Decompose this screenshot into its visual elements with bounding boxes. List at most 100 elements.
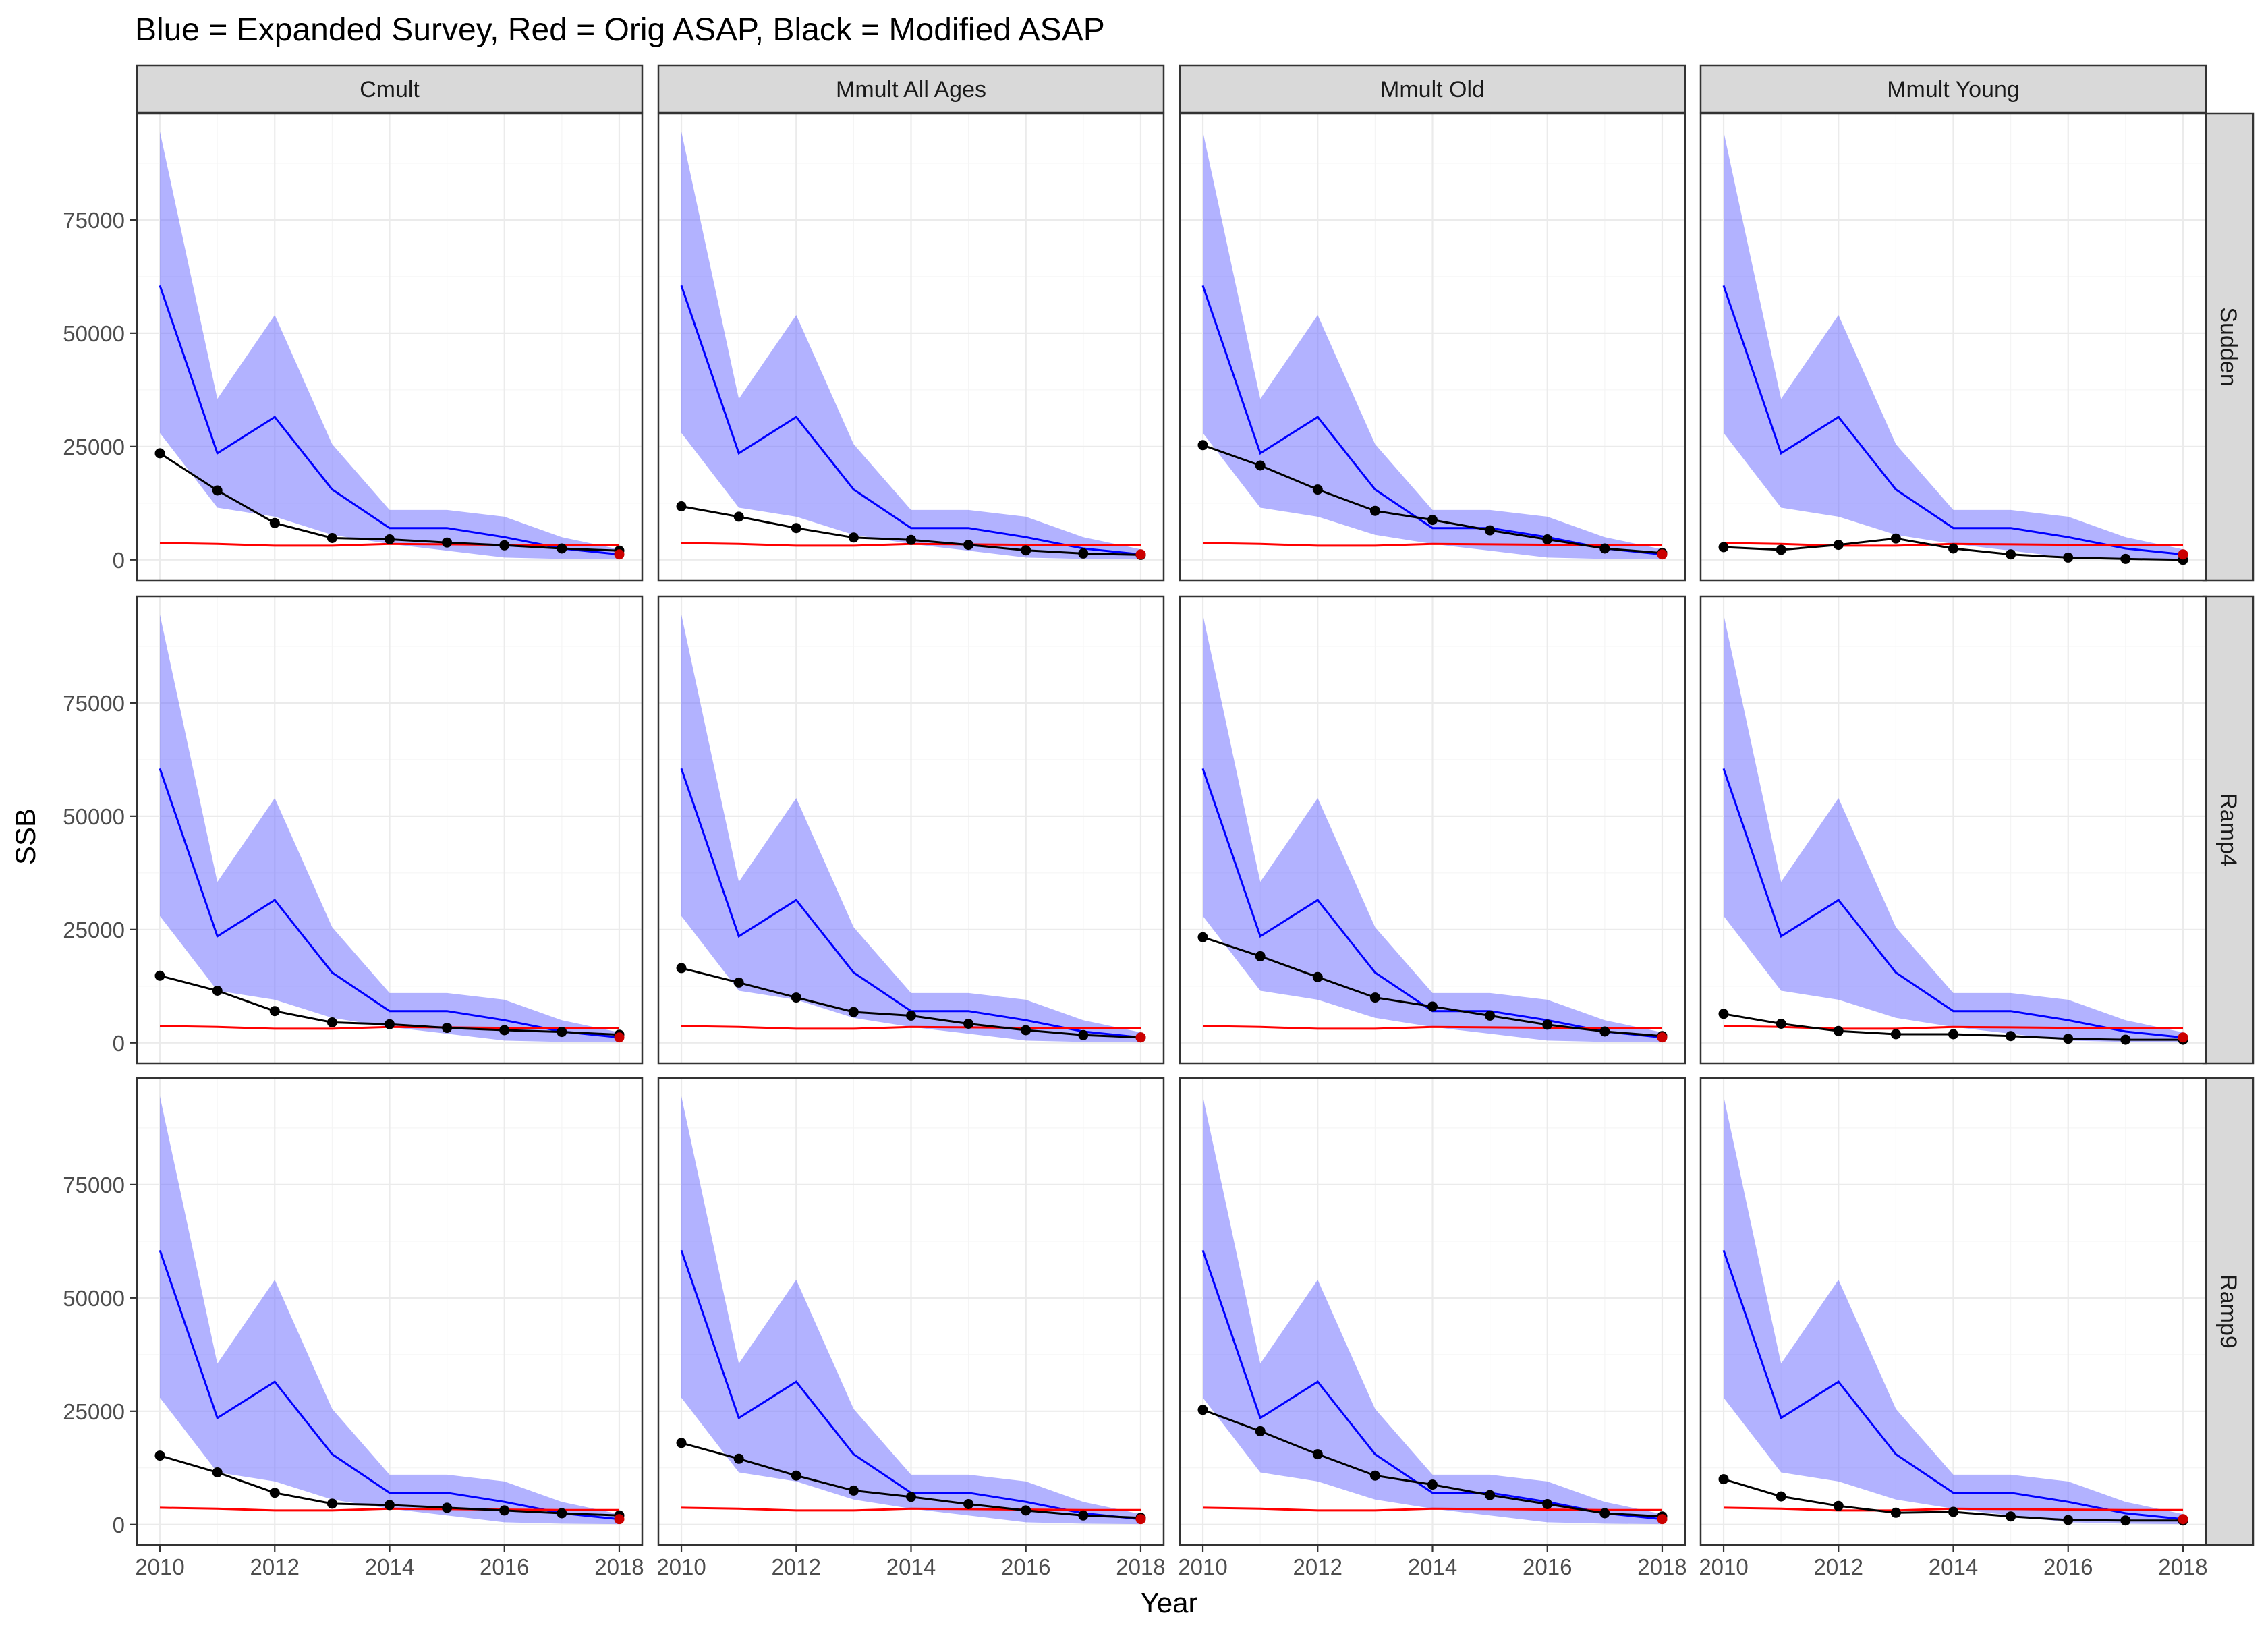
modified-asap-point [269,517,280,528]
modified-asap-point [733,977,744,988]
modified-asap-point [1369,1470,1380,1481]
modified-asap-point [327,533,337,543]
x-axis-title: Year [1141,1587,1198,1618]
modified-asap-point [1890,1029,1901,1040]
modified-asap-point [442,537,453,548]
modified-asap-point [1833,1025,1844,1036]
orig-asap-endpoint-point [1657,549,1668,560]
panel-ramp4-mmult-old [1179,595,1686,1065]
modified-asap-point [1021,545,1031,556]
modified-asap-point [1312,971,1323,982]
modified-asap-point [154,970,165,981]
expanded-survey-band [160,614,619,1043]
column-strip-label: Mmult Young [1887,77,2020,103]
y-tick-label: 0 [113,1031,125,1056]
panel-border [136,1077,644,1546]
panel-border [136,112,644,582]
modified-asap-point [1312,484,1323,495]
panel-border [1699,595,2207,1065]
column-strip-label: Cmult [360,77,420,103]
x-tick-label: 2012 [1293,1554,1342,1579]
y-tick-label: 75000 [63,691,125,716]
orig-asap-endpoint-point [1135,1514,1146,1525]
orig-asap-endpoint-point [614,1514,625,1525]
modified-asap-point [1255,1426,1266,1436]
panel-border [136,595,644,1065]
orig-asap-line [681,1025,1141,1030]
panel-ramp4-mmult-young [1699,595,2207,1065]
column-strip-mmult-young: Mmult Young [1699,64,2207,114]
expanded-survey-band [1724,1096,2183,1525]
panel-border [657,595,1165,1065]
modified-asap-point [676,501,687,511]
row-strip-label: Ramp9 [2215,1274,2241,1349]
panel-sudden-mmult-old [1179,112,1686,582]
modified-asap-point [499,1025,510,1036]
modified-asap-point [1890,533,1901,544]
panel-ramp9-mmult-all-ages [657,1077,1165,1546]
modified-asap-point [442,1502,453,1513]
modified-asap-point [1255,460,1266,471]
orig-asap-endpoint-point [614,549,625,560]
y-tick-label: 25000 [63,1399,125,1424]
orig-asap-endpoint-point [1135,1032,1146,1043]
panel-border [1699,1077,2207,1546]
modified-asap-point [269,1006,280,1017]
panel-border [1179,112,1686,582]
y-tick-label: 50000 [63,1286,125,1311]
panel-border [657,112,1165,582]
modified-asap-point [1833,540,1844,551]
orig-asap-endpoint-point [2178,1032,2188,1043]
modified-asap-point [1369,992,1380,1003]
modified-asap-point [1197,932,1208,942]
modified-asap-point [442,1023,453,1034]
panel-sudden-mmult-all-ages [657,112,1165,582]
modified-asap-point [385,1500,395,1511]
panel-border [1179,595,1686,1065]
orig-asap-endpoint-point [614,1032,625,1043]
y-tick-label: 0 [113,1513,125,1538]
panel-sudden-mmult-young [1699,112,2207,582]
column-strip-background [1179,64,1686,114]
modified-asap-point [1776,1491,1786,1502]
modified-asap-point [1485,525,1496,536]
modified-asap-point [963,1019,974,1029]
x-tick-label: 2018 [2158,1554,2207,1579]
expanded-survey-band [1203,131,1662,560]
x-tick-label: 2014 [1408,1554,1457,1579]
modified-asap-point [212,986,223,996]
column-strip-cmult: Cmult [136,64,644,114]
modified-asap-point [848,1485,859,1496]
expanded-survey-band [1724,131,2183,560]
x-tick-label: 2012 [772,1554,821,1579]
modified-asap-point [1021,1025,1031,1036]
chart-title: Blue = Expanded Survey, Red = Orig ASAP,… [135,12,1105,48]
modified-asap-point [2063,1034,2074,1044]
column-strip-label: Mmult All Ages [836,77,986,103]
modified-asap-point [1427,1479,1438,1490]
x-tick-label: 2016 [2043,1554,2093,1579]
column-strip-background [136,64,644,114]
panel-sudden-cmult [136,112,644,582]
modified-asap-point [1197,440,1208,451]
column-strip-label: Mmult Old [1380,77,1485,103]
x-tick-label: 2010 [656,1554,706,1579]
modified-asap-point [1078,548,1089,559]
modified-asap-point [212,1467,223,1477]
modified-asap-point [1255,951,1266,961]
row-strip-ramp9: Ramp9 [2202,1077,2255,1546]
modified-asap-point [1948,543,1958,554]
modified-asap-point [1599,1026,1610,1037]
y-tick-label: 25000 [63,918,125,942]
panel-ramp9-mmult-young [1699,1077,2207,1546]
x-tick-label: 2018 [1637,1554,1686,1579]
panel-ramp4-mmult-all-ages [657,595,1165,1065]
modified-asap-point [906,534,916,545]
x-tick-label: 2018 [1116,1554,1165,1579]
row-strip-ramp4: Ramp4 [2202,595,2255,1065]
modified-asap-point [791,1470,801,1481]
modified-asap-point [906,1492,916,1502]
x-tick-label: 2010 [1178,1554,1227,1579]
modified-asap-point [154,1450,165,1461]
